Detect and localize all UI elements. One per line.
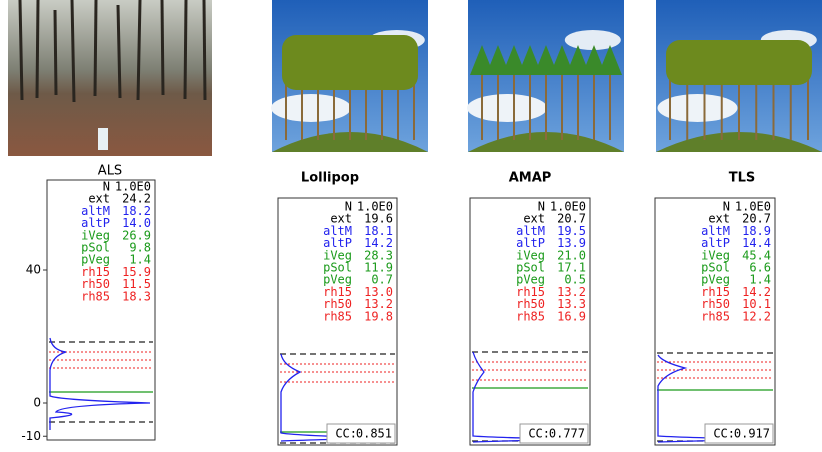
y-tick-label: 0 [33,396,41,410]
cc-label: CC: [335,427,357,441]
figure: ALSN1.0E0ext24.2altM18.2altP14.0iVeg26.9… [0,0,822,448]
canopy [282,35,418,90]
y-tick-label: 40 [26,263,41,277]
stat-value: 16.9 [557,309,586,323]
stat-value: 19.8 [364,309,393,323]
stat-value: 18.3 [122,289,151,303]
cc-value: 0.917 [734,427,770,441]
caption: Lollipop [301,171,359,186]
cc-label: CC: [713,427,735,441]
photo-als [8,0,212,156]
cc-value: 0.851 [356,427,392,441]
caption: TLS [729,171,756,186]
y-tick-label: -10 [21,429,41,443]
stat-label: rh85 [81,289,110,303]
cloud [565,30,621,50]
stat-label: rh85 [323,309,352,323]
cc-label: CC: [528,427,550,441]
stat-label: rh85 [516,309,545,323]
simulation-images [271,0,822,152]
cloud [467,94,547,122]
caption: AMAP [509,171,552,186]
canopy [666,40,812,85]
stat-label: rh85 [701,309,730,323]
cc-value: 0.777 [549,427,585,441]
cloud [271,94,351,122]
caption: ALS [98,164,122,179]
stat-value: 12.2 [742,309,771,323]
